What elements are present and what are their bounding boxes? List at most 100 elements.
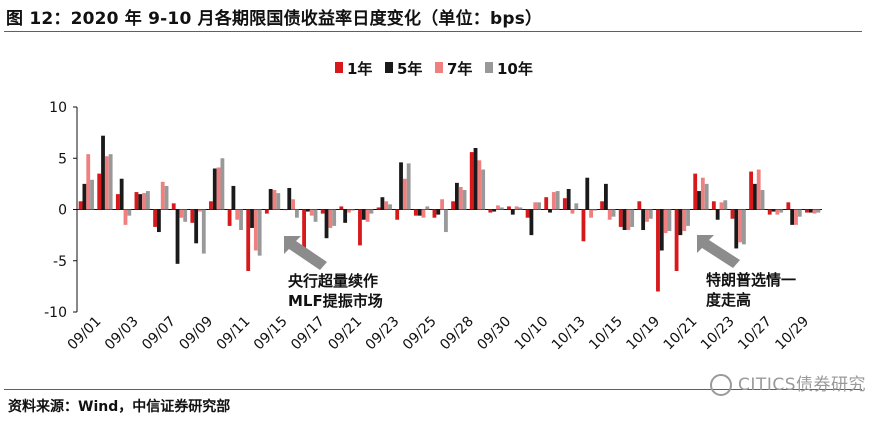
bar-1年-10/20	[656, 209, 660, 292]
footer-rule	[4, 389, 862, 390]
bar-5年-09/11	[231, 185, 236, 210]
bar-7年-10/22	[700, 177, 705, 210]
bar-10年-09/04	[146, 191, 150, 210]
bar-1年-09/25	[413, 209, 418, 216]
bar-7年-09/30	[496, 205, 500, 210]
bar-7年-09/15	[272, 190, 277, 210]
bar-7年-09/24	[402, 178, 407, 210]
x-tick-label: 10/15	[586, 314, 626, 354]
bar-10年-10/09	[518, 207, 523, 210]
bar-7年-10/10	[533, 202, 538, 210]
bar-7年-09/21	[347, 209, 351, 213]
bar-10年-10/12	[555, 191, 560, 210]
bar-7年-10/23	[719, 202, 724, 210]
x-tick-label: 09/25	[400, 314, 440, 354]
bar-10年-09/22	[369, 209, 374, 214]
bar-1年-09/08	[171, 203, 176, 210]
x-tick-label: 09/11	[214, 314, 254, 354]
bar-10年-09/08	[183, 209, 188, 222]
x-tick-label: 10/19	[623, 314, 663, 354]
legend-label-1年: 1年	[347, 60, 372, 78]
bar-10年-09/17	[313, 209, 318, 222]
bar-1年-10/26	[730, 209, 735, 219]
bar-7年-10/20	[663, 209, 668, 234]
bar-5年-10/12	[548, 209, 552, 213]
bar-1年-10/12	[544, 197, 549, 210]
legend-swatch-10年	[485, 62, 493, 73]
legend-swatch-1年	[335, 62, 343, 73]
bar-5年-09/07	[156, 209, 161, 233]
x-tick-label: 09/23	[363, 314, 403, 354]
y-tick-label: 10	[49, 100, 67, 116]
bar-10年-09/10	[220, 158, 225, 210]
bar-10年-10/27	[760, 190, 765, 210]
bar-1年-09/24	[395, 209, 400, 220]
bar-10年-09/11	[239, 209, 243, 230]
bar-7年-09/23	[384, 201, 389, 210]
bar-5年-09/09	[194, 209, 199, 244]
bar-10年-09/02	[108, 154, 113, 210]
bar-7年-09/08	[179, 209, 184, 218]
bar-7年-10/09	[514, 206, 519, 210]
x-tick-label: 09/07	[139, 314, 179, 354]
bar-1年-09/30	[488, 209, 493, 213]
bar-7年-09/03	[123, 209, 128, 225]
bar-7年-09/27	[440, 199, 445, 210]
bar-5年-10/30	[808, 209, 813, 213]
bar-1年-09/23	[376, 207, 381, 210]
bar-1年-10/28	[767, 209, 772, 215]
bar-10年-10/20	[667, 209, 672, 232]
bar-1年-09/10	[209, 201, 213, 210]
bar-10年-09/18	[332, 209, 337, 226]
bar-10年-09/29	[481, 169, 486, 210]
bar-10年-10/15	[611, 209, 616, 217]
bar-10年-10/14	[593, 209, 597, 211]
x-tick-label: 10/23	[698, 314, 738, 354]
bar-1年-10/27	[749, 171, 753, 210]
bar-5年-10/21	[678, 209, 683, 236]
bar-1年-10/10	[525, 209, 530, 218]
bar-10年-10/10	[537, 202, 541, 210]
bar-1年-09/16	[283, 209, 288, 211]
bar-7年-09/29	[477, 160, 482, 210]
bar-10年-10/19	[648, 209, 653, 219]
bar-7年-09/14	[253, 209, 258, 251]
bar-5年-09/16	[287, 187, 292, 210]
y-tick-label: 0	[58, 203, 67, 219]
x-tick-label: 09/15	[251, 314, 291, 354]
bar-1年-09/18	[320, 209, 325, 214]
bar-7年-09/17	[309, 209, 314, 216]
watermark: CITICS债券研究	[710, 370, 866, 396]
bar-5年-09/15	[268, 189, 273, 210]
bar-5年-10/13	[566, 189, 571, 210]
legend-label-7年: 7年	[447, 60, 472, 78]
bar-5年-09/28	[454, 182, 459, 210]
bar-5年-10/22	[697, 191, 701, 210]
bar-5年-10/15	[603, 183, 608, 210]
bar-7年-10/28	[775, 209, 780, 215]
bar-10年-10/21	[686, 209, 690, 226]
y-tick-label: -10	[44, 305, 67, 321]
bar-10年-09/07	[164, 185, 169, 210]
y-tick-label: -5	[53, 254, 67, 270]
chart-title: 图 12：2020 年 9-10 月各期限国债收益率日度变化（单位：bps）	[6, 9, 543, 29]
bar-1年-09/15	[264, 209, 269, 214]
bar-1年-10/13	[562, 198, 567, 210]
bar-7年-09/01	[86, 154, 91, 210]
bar-1年-09/07	[153, 209, 157, 227]
bar-7年-10/27	[756, 169, 761, 210]
bar-1年-10/21	[674, 209, 679, 271]
bar-7年-10/12	[551, 192, 556, 210]
bar-1年-09/29	[469, 152, 474, 210]
bar-5年-09/24	[399, 162, 403, 210]
x-tick-label: 09/01	[65, 314, 105, 354]
bar-7年-09/10	[216, 167, 221, 210]
bar-5年-10/27	[752, 183, 757, 210]
bar-5年-10/23	[715, 209, 720, 220]
bar-5年-09/23	[380, 197, 385, 210]
bar-10年-09/25	[425, 206, 430, 210]
bar-10年-10/16	[630, 209, 635, 227]
bar-7年-09/25	[421, 209, 426, 218]
bar-10年-09/24	[406, 163, 411, 210]
